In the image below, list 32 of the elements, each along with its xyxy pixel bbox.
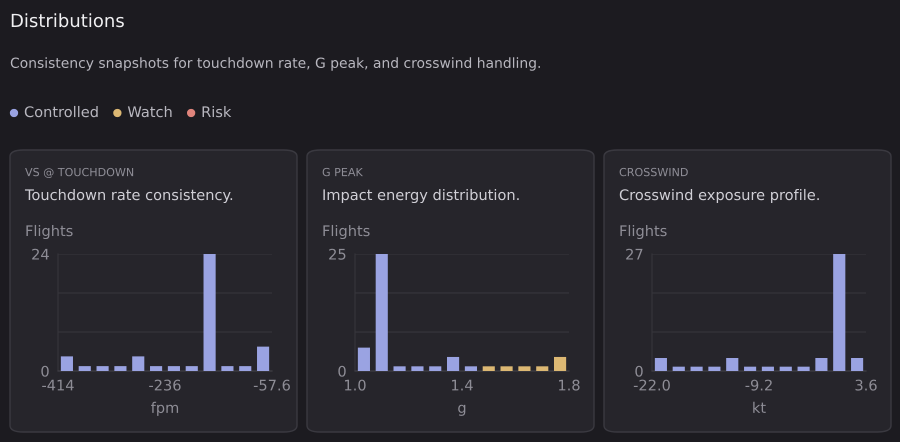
chart-subtitle: Touchdown rate consistency. (24, 188, 232, 204)
chart-title: CROSSWIND (620, 168, 688, 176)
y-tick-label: 0 (338, 366, 346, 377)
x-tick-label: 3.6 (856, 380, 877, 391)
chart-title: VS @ TOUCHDOWN (25, 168, 134, 178)
text: Consistency snapshots for touchdown rate, G peak, and crosswind handling. (10, 57, 540, 71)
chart-subtitle: Crosswind exposure profile. (620, 188, 819, 204)
legend-label: Risk (202, 106, 232, 118)
x-axis-title: fpm (151, 402, 178, 416)
chart-title: G PEAK (322, 168, 363, 176)
legend-label: Watch (128, 106, 172, 118)
y-axis-title: Flights (620, 224, 667, 240)
chart-subtitle: Impact energy distribution. (323, 188, 519, 204)
y-tick-label: 0 (635, 366, 643, 377)
x-tick-label: -57.6 (254, 380, 290, 391)
x-tick-label: -22.0 (634, 380, 670, 391)
y-tick-label: 0 (41, 366, 49, 377)
x-tick-label: 1.0 (345, 380, 366, 391)
x-axis-title: kt (753, 402, 766, 413)
y-tick-label: 25 (329, 248, 346, 260)
text: Distributions (12, 13, 124, 28)
y-tick-label: 27 (626, 248, 642, 260)
x-tick-label: 1.8 (559, 380, 580, 391)
y-tick-label: 24 (32, 248, 49, 260)
y-axis-title: Flights (323, 224, 370, 240)
x-tick-label: -236 (149, 380, 181, 391)
y-axis-title: Flights (26, 224, 73, 240)
x-tick-label: 1.4 (452, 380, 473, 390)
legend-label: Controlled (24, 106, 98, 118)
x-tick-label: -9.2 (745, 380, 772, 391)
x-tick-label: -414 (42, 380, 74, 390)
x-axis-title: g (458, 404, 466, 416)
